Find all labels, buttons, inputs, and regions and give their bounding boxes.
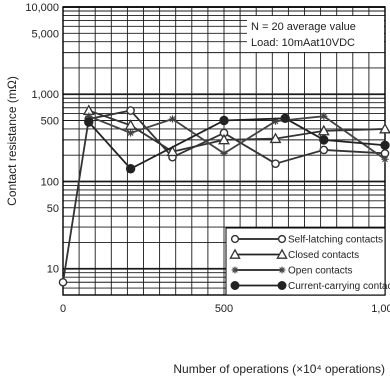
y-tick-label: 10 (47, 264, 59, 276)
data-point (127, 129, 135, 137)
data-point (317, 124, 330, 136)
y-tick-label: 10,000 (25, 2, 59, 14)
data-point (280, 113, 290, 124)
data-point (381, 155, 389, 163)
data-point (168, 115, 177, 123)
data-point (380, 140, 390, 150)
data-point (124, 119, 137, 130)
x-tick-label: 1,000 (371, 303, 390, 315)
legend-marker (230, 281, 240, 290)
y-tick-label: 50 (47, 203, 59, 215)
data-point (125, 164, 136, 174)
annotation-text: Load: 10mAat10VDC (251, 37, 355, 49)
legend-marker (231, 266, 239, 274)
legend-marker (230, 234, 240, 244)
data-point (269, 132, 282, 144)
data-point (84, 117, 94, 127)
data-point (220, 149, 228, 157)
annotation-box (247, 16, 384, 52)
legend-marker (229, 248, 241, 259)
annotation-text: N = 20 average value (251, 21, 356, 33)
data-point (166, 145, 179, 157)
data-point (319, 145, 329, 155)
data-point (320, 112, 328, 120)
y-tick-label: 1,000 (31, 89, 59, 101)
legend-marker (277, 234, 287, 244)
legend-marker (277, 281, 287, 290)
legend-label: Current-carrying contact (288, 281, 390, 292)
y-tick-label: 500 (41, 116, 59, 128)
series-line (88, 117, 386, 170)
x-axis-title: Number of operations (×10⁴ operations) (173, 362, 385, 376)
data-point (218, 133, 230, 145)
data-point (319, 135, 329, 145)
legend-marker (278, 266, 286, 274)
x-tick-label: 500 (215, 303, 233, 315)
legend-label: Self-latching contacts (288, 235, 383, 246)
data-point (219, 115, 229, 126)
data-point (58, 277, 68, 287)
data-point (271, 159, 280, 168)
x-tick-label: 0 (60, 303, 66, 315)
data-point (379, 122, 390, 134)
data-point (126, 106, 135, 115)
y-tick-label: 5,000 (31, 28, 59, 40)
legend-label: Closed contacts (288, 250, 359, 261)
legend-label: Open contacts (288, 266, 352, 277)
y-tick-label: 100 (41, 176, 59, 188)
y-axis-title: Contact resistance (mΩ) (5, 76, 19, 206)
legend-marker (276, 248, 288, 259)
